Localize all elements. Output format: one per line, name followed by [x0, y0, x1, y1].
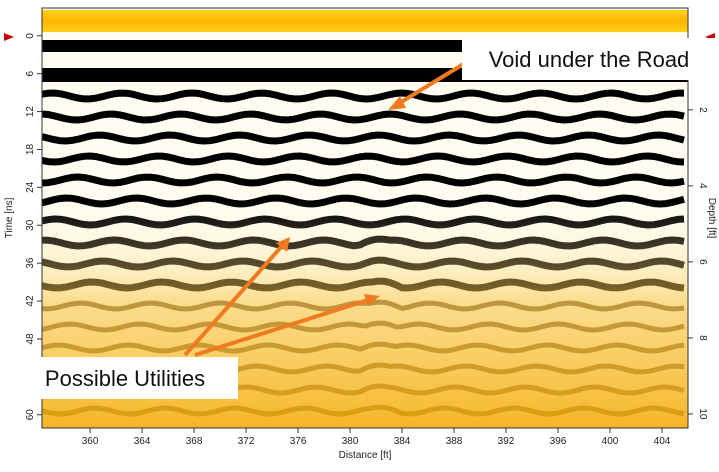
- x-tick-label: 392: [498, 436, 515, 447]
- y2-tick-label: 4: [697, 183, 708, 189]
- y-tick-label: 48: [25, 333, 36, 345]
- y-tick-label: 24: [25, 181, 36, 193]
- x-tick-label: 368: [186, 436, 203, 447]
- y-tick-label: 30: [25, 219, 36, 231]
- y-tick-label: 60: [25, 409, 36, 421]
- y-tick-label: 18: [25, 143, 36, 155]
- surface-band: [42, 10, 688, 32]
- arrow: [194, 298, 369, 357]
- reflection-stripe: [42, 152, 685, 166]
- x-tick-label: 376: [290, 436, 307, 447]
- y2-tick-label: 8: [697, 335, 708, 341]
- reflection-stripe: [42, 131, 685, 145]
- x-axis-title: Distance [ft]: [339, 450, 392, 461]
- y2-axis-title: Depth [ft]: [706, 198, 717, 239]
- reflection-stripe: [42, 110, 685, 124]
- y-tick-label: 0: [25, 33, 36, 39]
- y-tick-label: 12: [25, 106, 36, 118]
- y2-tick-label: 2: [697, 107, 708, 113]
- y2-tick-label: 6: [697, 259, 708, 265]
- annotation-box: [12, 357, 238, 399]
- x-tick-label: 372: [238, 436, 255, 447]
- plot-frame: [41, 7, 689, 429]
- x-tick-label: 384: [394, 436, 411, 447]
- y2-tick-label: 10: [697, 408, 708, 420]
- x-tick-label: 380: [342, 436, 359, 447]
- y-axis-title: Time [ns]: [4, 197, 15, 238]
- y-tick-label: 36: [25, 257, 36, 269]
- arrowhead: [388, 96, 406, 110]
- y-tick-label: 42: [25, 295, 36, 307]
- arrowhead: [276, 237, 290, 252]
- annotation: Possible Utilities: [45, 366, 205, 391]
- y-tick-label: 6: [25, 70, 36, 76]
- reflection-stripe: [42, 89, 684, 103]
- annotation: Void under the Road: [489, 47, 690, 72]
- x-tick-label: 360: [82, 436, 99, 447]
- x-tick-label: 404: [654, 436, 671, 447]
- x-tick-label: 400: [602, 436, 619, 447]
- annotation-arrows: [183, 58, 472, 357]
- arrow: [396, 58, 472, 106]
- x-tick-label: 388: [446, 436, 463, 447]
- arrowhead: [364, 294, 380, 306]
- marker: [4, 33, 14, 41]
- arrow: [183, 244, 284, 357]
- reflection-stripe: [42, 173, 685, 187]
- x-tick-label: 396: [550, 436, 567, 447]
- x-tick-label: 364: [134, 436, 151, 447]
- annotation-box: [462, 38, 716, 80]
